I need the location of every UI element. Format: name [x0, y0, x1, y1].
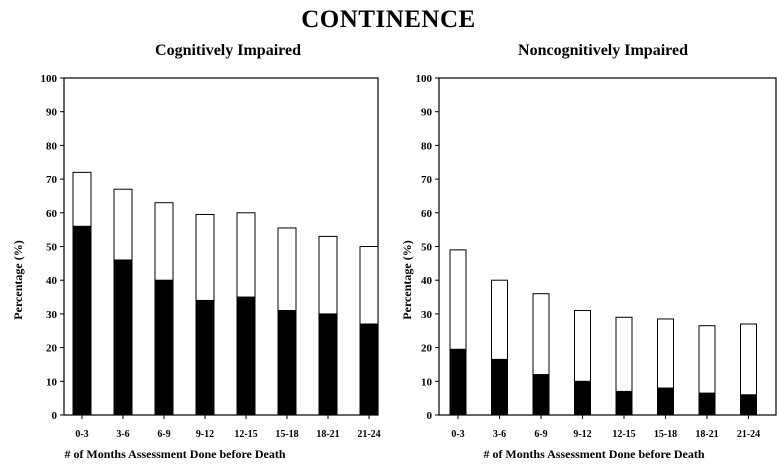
bar-segment-dark	[491, 358, 508, 416]
bar-segment-light	[698, 325, 716, 394]
x-tick-label: 18-21	[316, 429, 339, 440]
bar-segment-dark	[574, 380, 591, 416]
chart-svg-noncognitively-impaired: 0 10 20 30 40 50 60 70 80 90 100 0-3 3-6 6-9 9-12 12-15…	[400, 73, 777, 461]
y-tick-label: 70	[421, 174, 433, 186]
y-tick-label: 90	[421, 107, 433, 119]
bar-segment-dark	[359, 323, 379, 416]
y-tick-label: 10	[46, 376, 58, 388]
chart-svg-cognitively-impaired: 0 10 20 30 40 50 60 70 80 90 100 0-3 3-6 6-9 9-12 12-15…	[11, 73, 381, 461]
x-tick-label: 21-24	[737, 429, 760, 440]
y-tick-label: 20	[46, 343, 58, 355]
y-tick-label: 0	[427, 410, 433, 422]
x-axis-label: # of Months Assessment Done before Death	[483, 447, 704, 461]
x-tick-label: 6-9	[534, 429, 547, 440]
plot-frame	[438, 77, 777, 416]
y-tick-label: 30	[46, 309, 58, 321]
bar-segment-light	[277, 227, 297, 312]
y-tick-label: 20	[421, 343, 433, 355]
y-tick-label: 90	[46, 107, 58, 119]
x-tick-label: 0-3	[75, 429, 88, 440]
x-tick-label: 21-24	[357, 429, 380, 440]
y-tick-label: 60	[46, 208, 58, 220]
bar-segment-light	[359, 246, 379, 325]
y-tick-label: 100	[416, 73, 433, 85]
bar-segment-light	[740, 323, 757, 396]
bar-segment-dark	[657, 387, 674, 416]
x-tick-label: 9-12	[573, 429, 591, 440]
chart-panel-cognitively-impaired: Cognitively Impaired 0 10 20 30 40 50 60 70 80 90…	[0, 40, 388, 465]
y-tick-label: 40	[421, 275, 433, 287]
x-tick-label: 3-6	[493, 429, 506, 440]
x-tick-label: 12-15	[612, 429, 635, 440]
x-tick-label: 15-18	[654, 429, 677, 440]
bar-segment-light	[236, 212, 256, 298]
x-tick-label: 3-6	[116, 429, 129, 440]
y-axis-label: Percentage (%)	[11, 240, 25, 319]
bar-segment-dark	[72, 225, 92, 416]
x-tick-label: 0-3	[451, 429, 464, 440]
y-tick-label: 100	[41, 73, 58, 85]
bar-segment-dark	[615, 390, 633, 416]
x-tick-label: 6-9	[157, 429, 170, 440]
bar-segment-dark	[236, 296, 256, 416]
plot-area: 0 10 20 30 40 50 60 70 80 90 100 0-3 3-6 6-9 9-12 12-15…	[41, 73, 381, 440]
x-tick-label: 12-15	[234, 429, 257, 440]
chart-title: Noncognitively Impaired	[518, 42, 688, 59]
bar-segment-light	[195, 213, 215, 301]
bar-segment-dark	[154, 279, 174, 416]
bar-segment-dark	[532, 374, 550, 416]
bar-segment-light	[615, 316, 633, 392]
bar-segment-dark	[698, 392, 716, 416]
bar-segment-dark	[449, 348, 467, 416]
y-tick-label: 50	[421, 242, 433, 254]
y-axis-label: Percentage (%)	[400, 240, 414, 319]
plot-area: 0 10 20 30 40 50 60 70 80 90 100 0-3 3-6 6-9 9-12 12-15…	[416, 73, 777, 440]
bar-segment-light	[491, 279, 508, 360]
y-tick-label: 30	[421, 309, 433, 321]
bar-segment-light	[657, 318, 674, 389]
bar-segment-light	[154, 202, 174, 281]
chart-title: Cognitively Impaired	[155, 42, 301, 59]
x-axis-label: # of Months Assessment Done before Death	[64, 447, 285, 461]
y-tick-label: 60	[421, 208, 433, 220]
y-tick-label: 80	[46, 140, 58, 152]
bar-segment-dark	[113, 259, 133, 416]
y-tick-label: 40	[46, 275, 58, 287]
bar-segment-light	[532, 293, 550, 376]
bar-segment-dark	[277, 310, 297, 416]
bar-segment-light	[72, 171, 92, 227]
bar-segment-light	[449, 249, 467, 350]
x-tick-label: 15-18	[275, 429, 298, 440]
y-tick-label: 0	[52, 410, 58, 422]
bar-segment-dark	[318, 313, 338, 416]
y-tick-label: 10	[421, 376, 433, 388]
chart-panel-noncognitively-impaired: Noncognitively Impaired 0 10 20 30 40 50 60 70 8…	[389, 40, 777, 465]
bar-segment-light	[318, 235, 338, 315]
y-tick-label: 70	[46, 174, 58, 186]
bar-segment-light	[113, 188, 133, 261]
bar-segment-dark	[740, 394, 757, 416]
bar-segment-light	[574, 310, 591, 382]
x-tick-label: 9-12	[196, 429, 214, 440]
x-tick-label: 18-21	[695, 429, 718, 440]
figure-title: CONTINENCE	[301, 6, 476, 33]
y-tick-label: 80	[421, 140, 433, 152]
y-tick-label: 50	[46, 242, 58, 254]
bar-segment-dark	[195, 299, 215, 416]
